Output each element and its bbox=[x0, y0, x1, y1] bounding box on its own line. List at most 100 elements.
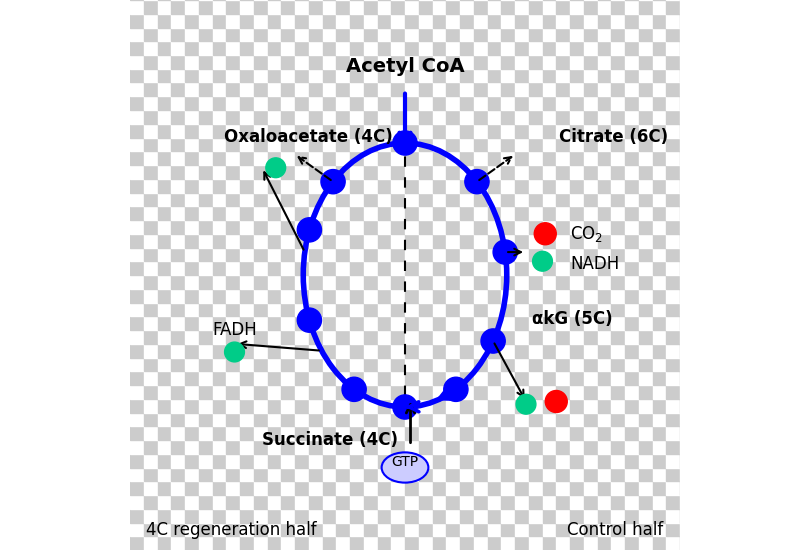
Bar bbox=[364, 302, 377, 316]
Bar bbox=[598, 426, 612, 440]
Bar bbox=[377, 124, 391, 138]
Bar bbox=[515, 234, 529, 248]
Bar bbox=[612, 206, 625, 220]
Bar bbox=[364, 192, 377, 206]
Bar bbox=[254, 481, 267, 495]
Bar bbox=[419, 399, 433, 412]
Bar bbox=[212, 385, 226, 399]
Bar bbox=[295, 468, 309, 481]
Bar bbox=[322, 55, 336, 69]
Bar bbox=[625, 275, 639, 289]
Bar bbox=[515, 344, 529, 358]
Bar bbox=[474, 316, 488, 330]
Bar bbox=[515, 28, 529, 41]
Bar bbox=[543, 399, 556, 412]
Bar bbox=[309, 14, 322, 28]
Bar bbox=[556, 138, 570, 151]
Bar bbox=[240, 248, 254, 261]
Bar bbox=[157, 192, 171, 206]
Bar bbox=[322, 522, 336, 536]
Bar bbox=[460, 454, 474, 468]
Bar bbox=[405, 110, 419, 124]
Bar bbox=[254, 316, 267, 330]
Bar bbox=[212, 124, 226, 138]
Bar bbox=[364, 495, 377, 509]
Bar bbox=[612, 41, 625, 55]
Bar bbox=[612, 358, 625, 371]
Bar bbox=[240, 509, 254, 522]
Bar bbox=[364, 275, 377, 289]
Bar bbox=[405, 0, 419, 14]
Bar bbox=[295, 536, 309, 550]
Bar bbox=[295, 138, 309, 151]
Bar bbox=[295, 82, 309, 96]
Bar bbox=[556, 41, 570, 55]
Bar bbox=[433, 426, 446, 440]
Bar bbox=[501, 495, 515, 509]
Bar bbox=[419, 41, 433, 55]
Bar bbox=[584, 138, 598, 151]
Bar bbox=[198, 426, 212, 440]
Bar bbox=[212, 0, 226, 14]
Bar bbox=[556, 234, 570, 248]
Bar bbox=[130, 275, 143, 289]
Bar bbox=[377, 344, 391, 358]
Bar bbox=[446, 261, 460, 275]
Bar bbox=[501, 454, 515, 468]
Bar bbox=[171, 412, 185, 426]
Bar bbox=[598, 330, 612, 344]
Bar bbox=[226, 220, 240, 234]
Bar bbox=[171, 179, 185, 192]
Bar bbox=[405, 399, 419, 412]
Bar bbox=[612, 69, 625, 82]
Bar bbox=[667, 536, 680, 550]
Bar bbox=[240, 399, 254, 412]
Bar bbox=[377, 206, 391, 220]
Bar bbox=[226, 151, 240, 165]
Text: Oxaloacetate (4C): Oxaloacetate (4C) bbox=[224, 129, 392, 146]
Bar bbox=[598, 234, 612, 248]
Bar bbox=[419, 138, 433, 151]
Bar bbox=[377, 522, 391, 536]
Bar bbox=[198, 110, 212, 124]
Bar bbox=[391, 440, 405, 454]
Bar bbox=[322, 138, 336, 151]
Bar bbox=[529, 14, 543, 28]
Bar bbox=[295, 426, 309, 440]
Bar bbox=[529, 0, 543, 14]
Bar bbox=[143, 261, 157, 275]
Bar bbox=[143, 509, 157, 522]
Bar bbox=[419, 426, 433, 440]
Text: CO$_2$: CO$_2$ bbox=[570, 224, 603, 244]
Bar bbox=[488, 192, 501, 206]
Bar bbox=[322, 82, 336, 96]
Bar bbox=[336, 220, 350, 234]
Bar bbox=[598, 82, 612, 96]
Bar bbox=[198, 14, 212, 28]
Bar bbox=[405, 261, 419, 275]
Bar bbox=[584, 481, 598, 495]
Bar bbox=[501, 248, 515, 261]
Bar bbox=[364, 165, 377, 179]
Bar bbox=[419, 14, 433, 28]
Bar bbox=[584, 69, 598, 82]
Bar bbox=[474, 261, 488, 275]
Bar bbox=[212, 69, 226, 82]
Bar bbox=[391, 151, 405, 165]
Bar bbox=[405, 468, 419, 481]
Bar bbox=[612, 316, 625, 330]
Bar bbox=[474, 440, 488, 454]
Bar bbox=[653, 495, 667, 509]
Bar bbox=[639, 151, 653, 165]
Bar bbox=[488, 385, 501, 399]
Bar bbox=[667, 522, 680, 536]
Bar bbox=[377, 192, 391, 206]
Bar bbox=[130, 412, 143, 426]
Bar bbox=[419, 509, 433, 522]
Bar bbox=[625, 509, 639, 522]
Bar bbox=[501, 440, 515, 454]
Bar bbox=[267, 179, 281, 192]
Bar bbox=[377, 55, 391, 69]
Bar bbox=[143, 14, 157, 28]
Bar bbox=[212, 96, 226, 110]
